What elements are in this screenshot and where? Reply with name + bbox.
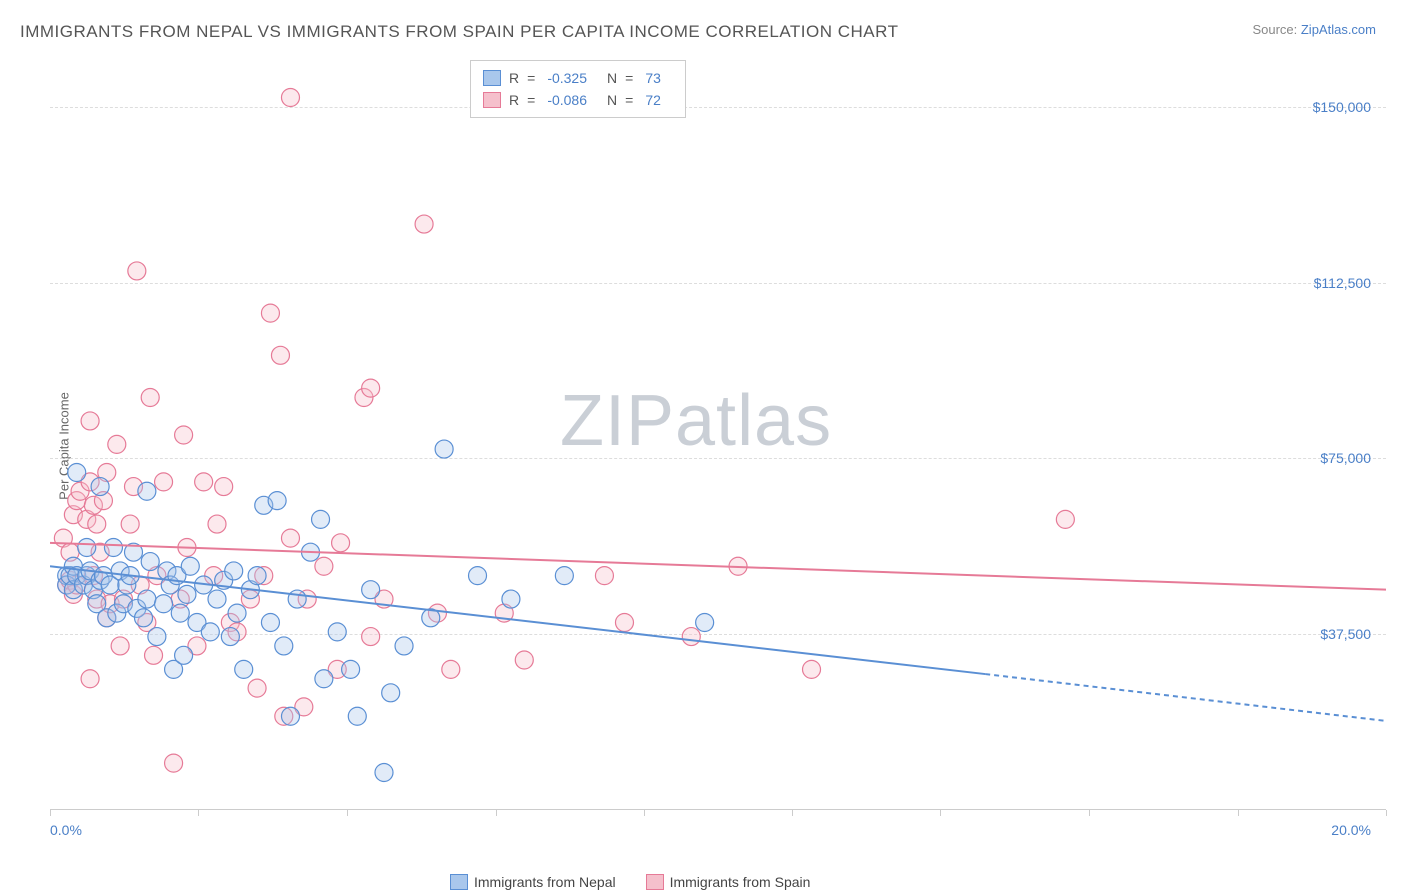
scatter-point xyxy=(435,440,453,458)
scatter-point xyxy=(221,628,239,646)
legend-N-value-nepal: 73 xyxy=(645,70,661,86)
series-legend: Immigrants from Nepal Immigrants from Sp… xyxy=(450,874,810,890)
scatter-point xyxy=(312,510,330,528)
legend-N-label: N xyxy=(607,70,617,86)
scatter-point xyxy=(68,464,86,482)
scatter-point xyxy=(248,679,266,697)
scatter-point xyxy=(281,707,299,725)
scatter-point xyxy=(215,478,233,496)
scatter-point xyxy=(81,670,99,688)
scatter-point xyxy=(261,304,279,322)
scatter-point xyxy=(155,473,173,491)
chart-title: IMMIGRANTS FROM NEPAL VS IMMIGRANTS FROM… xyxy=(20,22,898,42)
scatter-point xyxy=(375,764,393,782)
scatter-point xyxy=(442,660,460,678)
scatter-point xyxy=(141,389,159,407)
scatter-point xyxy=(382,684,400,702)
scatter-point xyxy=(145,646,163,664)
legend-swatch-nepal-bottom xyxy=(450,874,468,890)
legend-R-value-spain: -0.086 xyxy=(547,92,587,108)
scatter-point xyxy=(275,637,293,655)
legend-swatch-spain xyxy=(483,92,501,108)
scatter-point xyxy=(555,567,573,585)
correlation-legend: R = -0.325 N = 73 R = -0.086 N = 72 xyxy=(470,60,686,118)
scatter-point xyxy=(615,614,633,632)
scatter-point xyxy=(208,515,226,533)
legend-N-value-spain: 72 xyxy=(645,92,661,108)
legend-swatch-spain-bottom xyxy=(646,874,664,890)
scatter-point xyxy=(121,515,139,533)
legend-label-spain: Immigrants from Spain xyxy=(670,874,811,890)
legend-R-value-nepal: -0.325 xyxy=(547,70,587,86)
scatter-point xyxy=(268,492,286,510)
scatter-point xyxy=(128,262,146,280)
scatter-point xyxy=(155,595,173,613)
legend-row-nepal: R = -0.325 N = 73 xyxy=(483,67,673,89)
legend-swatch-nepal xyxy=(483,70,501,86)
scatter-point xyxy=(281,529,299,547)
legend-label-nepal: Immigrants from Nepal xyxy=(474,874,616,890)
x-tick xyxy=(1386,810,1387,816)
scatter-point xyxy=(135,609,153,627)
plot-area: $37,500$75,000$112,500$150,000 0.0% 20.0… xyxy=(50,60,1386,840)
scatter-point xyxy=(201,623,219,641)
scatter-point xyxy=(138,590,156,608)
scatter-point xyxy=(395,637,413,655)
scatter-point xyxy=(1056,510,1074,528)
scatter-point xyxy=(141,553,159,571)
legend-item-nepal: Immigrants from Nepal xyxy=(450,874,616,890)
scatter-point xyxy=(81,412,99,430)
scatter-point xyxy=(696,614,714,632)
scatter-point xyxy=(248,567,266,585)
scatter-point xyxy=(271,346,289,364)
scatter-point xyxy=(111,637,129,655)
scatter-point xyxy=(332,534,350,552)
scatter-point xyxy=(88,515,106,533)
scatter-point xyxy=(342,660,360,678)
scatter-point xyxy=(148,628,166,646)
scatter-point xyxy=(228,604,246,622)
scatter-point xyxy=(138,482,156,500)
scatter-svg xyxy=(50,60,1386,840)
scatter-point xyxy=(235,660,253,678)
scatter-point xyxy=(208,590,226,608)
chart-container: IMMIGRANTS FROM NEPAL VS IMMIGRANTS FROM… xyxy=(0,0,1406,892)
scatter-point xyxy=(171,604,189,622)
scatter-point xyxy=(225,562,243,580)
source-attribution: Source: ZipAtlas.com xyxy=(1252,22,1376,37)
scatter-point xyxy=(281,89,299,107)
scatter-point xyxy=(362,379,380,397)
scatter-point xyxy=(91,478,109,496)
legend-item-spain: Immigrants from Spain xyxy=(646,874,811,890)
source-prefix: Source: xyxy=(1252,22,1300,37)
scatter-point xyxy=(178,585,196,603)
scatter-point xyxy=(515,651,533,669)
scatter-point xyxy=(328,623,346,641)
scatter-point xyxy=(108,435,126,453)
legend-R-label: R xyxy=(509,70,519,86)
scatter-point xyxy=(469,567,487,585)
scatter-point xyxy=(415,215,433,233)
scatter-point xyxy=(78,539,96,557)
scatter-point xyxy=(175,646,193,664)
scatter-point xyxy=(315,557,333,575)
scatter-point xyxy=(315,670,333,688)
scatter-point xyxy=(348,707,366,725)
scatter-point xyxy=(682,628,700,646)
legend-row-spain: R = -0.086 N = 72 xyxy=(483,89,673,111)
scatter-point xyxy=(104,539,122,557)
scatter-point xyxy=(803,660,821,678)
scatter-point xyxy=(595,567,613,585)
trend-line-extrapolated xyxy=(985,674,1386,721)
scatter-point xyxy=(362,628,380,646)
scatter-point xyxy=(502,590,520,608)
scatter-point xyxy=(181,557,199,575)
scatter-point xyxy=(288,590,306,608)
scatter-point xyxy=(362,581,380,599)
scatter-point xyxy=(175,426,193,444)
scatter-point xyxy=(195,473,213,491)
source-link[interactable]: ZipAtlas.com xyxy=(1301,22,1376,37)
scatter-point xyxy=(261,614,279,632)
scatter-point xyxy=(165,754,183,772)
